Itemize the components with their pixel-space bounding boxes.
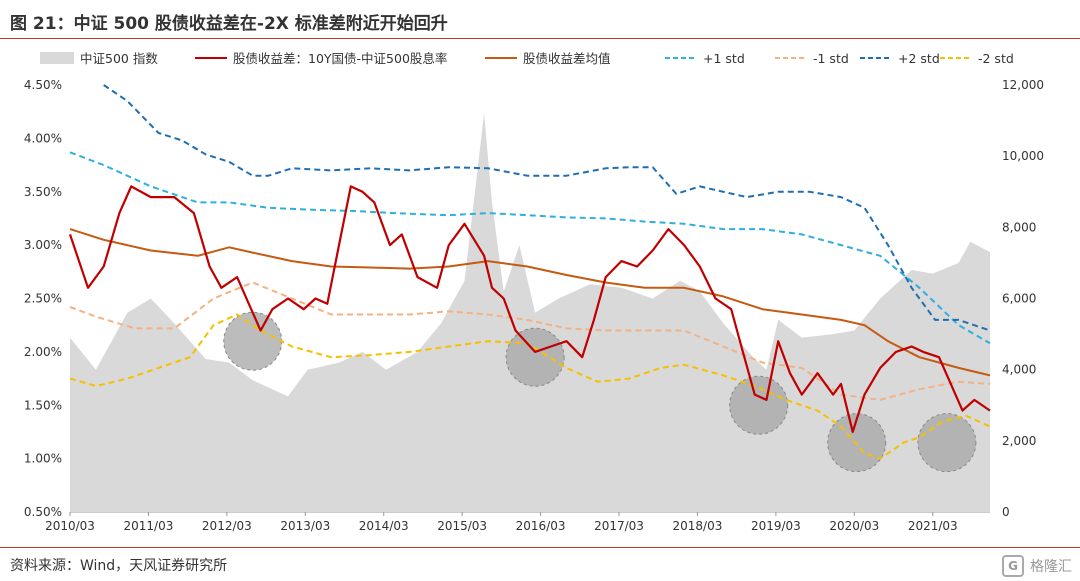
x-tick-label: 2012/03	[202, 519, 252, 533]
x-tick-label: 2010/03	[45, 519, 95, 533]
x-tick-label: 2019/03	[751, 519, 801, 533]
y-right-tick-label: 0	[1002, 505, 1010, 519]
watermark-text: 格隆汇	[1030, 559, 1072, 575]
legend-swatch	[40, 52, 74, 64]
x-tick-label: 2014/03	[359, 519, 409, 533]
y-left-tick-label: 4.00%	[24, 131, 62, 145]
plot-area	[68, 84, 991, 512]
y-left-tick-label: 2.00%	[24, 345, 62, 359]
highlight-circle	[917, 413, 977, 473]
y-left-tick-label: 3.50%	[24, 185, 62, 199]
watermark: G 格隆汇	[1002, 555, 1072, 577]
y-right-tick-label: 6,000	[1002, 292, 1036, 306]
highlight-circle	[729, 375, 789, 435]
chart-title: 图 21：中证 500 股债收益差在-2X 标准差附近开始回升	[10, 14, 448, 34]
series-line-plus1	[69, 151, 991, 345]
y-left-tick-label: 4.50%	[24, 78, 62, 92]
y-right-tick-label: 4,000	[1002, 363, 1036, 377]
legend: 中证500 指数 股债收益差：10Y国债-中证500股息率 股债收益差均值 +1 st…	[40, 51, 1014, 66]
legend-label: +1 std	[703, 51, 745, 66]
x-tick-label: 2017/03	[594, 519, 644, 533]
y-left-tick-label: 0.50%	[24, 505, 62, 519]
series-line-minus2	[69, 313, 991, 460]
y-left-tick-label: 1.00%	[24, 452, 62, 466]
legend-label: 股债收益差均值	[523, 51, 611, 66]
series-line-minus1	[69, 281, 991, 401]
legend-label: 中证500 指数	[80, 51, 158, 66]
highlight-circle	[505, 327, 565, 387]
watermark-logo-icon: G	[1002, 555, 1024, 577]
legend-label: +2 std	[898, 51, 940, 66]
x-tick-label: 2016/03	[516, 519, 566, 533]
y-right-tick-label: 10,000	[1002, 149, 1044, 163]
y-right-tick-label: 8,000	[1002, 220, 1036, 234]
highlight-circle	[223, 311, 283, 371]
series-line-spread	[68, 185, 991, 433]
x-tick-label: 2013/03	[280, 519, 330, 533]
y-right-tick-label: 12,000	[1002, 78, 1044, 92]
chart: 中证500 指数 股债收益差：10Y国债-中证500股息率 股债收益差均值 +1 st…	[24, 51, 1044, 533]
y-left-tick-label: 1.50%	[24, 398, 62, 412]
x-tick-label: 2018/03	[673, 519, 723, 533]
source-bar: 资料来源：Wind，天风证券研究所 G 格隆汇	[0, 547, 1080, 581]
x-tick-label: 2015/03	[437, 519, 487, 533]
series-line-plus2	[103, 84, 991, 332]
source-note: 资料来源：Wind，天风证券研究所	[10, 558, 228, 574]
x-tick-label: 2011/03	[124, 519, 174, 533]
y-right-tick-label: 2,000	[1002, 434, 1036, 448]
y-left-tick-label: 3.00%	[24, 238, 62, 252]
legend-label: 股债收益差：10Y国债-中证500股息率	[233, 51, 447, 66]
x-tick-label: 2020/03	[829, 519, 879, 533]
legend-label: -2 std	[978, 51, 1014, 66]
x-tick-label: 2021/03	[908, 519, 958, 533]
series-line-mean	[69, 228, 991, 377]
title-bar: 图 21：中证 500 股债收益差在-2X 标准差附近开始回升	[0, 0, 1080, 39]
y-left-tick-label: 2.50%	[24, 292, 62, 306]
legend-label: -1 std	[813, 51, 849, 66]
